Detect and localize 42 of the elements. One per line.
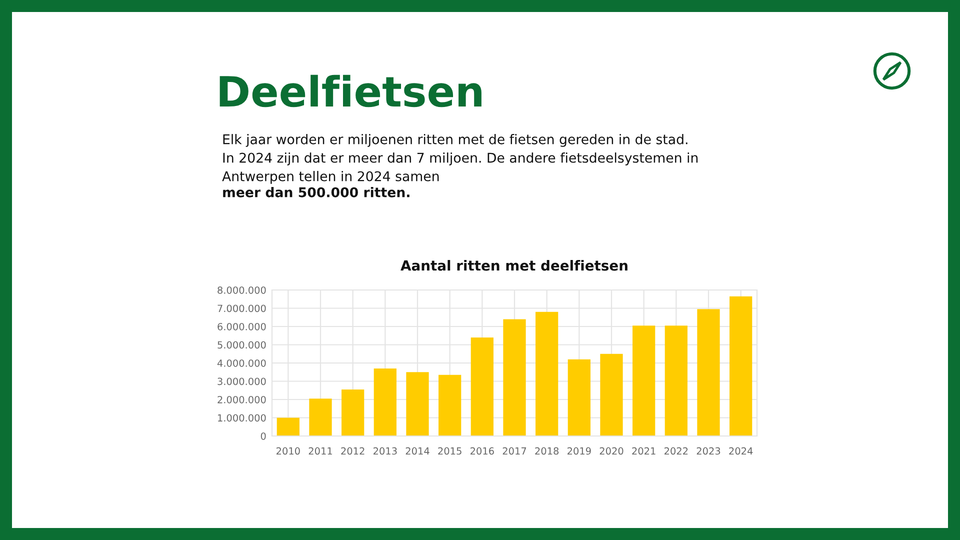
x-tick-label: 2015 — [438, 447, 462, 455]
bar — [632, 326, 656, 436]
y-tick-label: 4.000.000 — [217, 359, 266, 367]
bar — [664, 326, 688, 436]
bar — [503, 319, 526, 436]
y-tick-label: 7.000.000 — [218, 304, 266, 312]
bar — [342, 389, 364, 436]
x-tick-label: 2013 — [374, 447, 397, 455]
x-tick-label: 2019 — [568, 447, 591, 455]
y-tick-label: 5.000.000 — [218, 341, 266, 349]
x-tick-label: 2016 — [470, 447, 494, 455]
text: meer dan 500.000 ritten. — [223, 187, 410, 198]
y-tick-label: 0 — [260, 432, 266, 440]
bar — [730, 296, 752, 436]
bar — [276, 418, 300, 436]
y-tick-label: 3.000.000 — [218, 378, 266, 386]
bar — [568, 359, 590, 436]
bar — [536, 312, 558, 436]
x-tick-label: 2018 — [535, 447, 559, 455]
bar — [470, 337, 494, 436]
y-tick-label: 6.000.000 — [218, 322, 266, 330]
x-tick-label: 2012 — [341, 447, 364, 455]
x-tick-label: 2023 — [696, 447, 720, 455]
x-tick-label: 2011 — [308, 447, 332, 455]
y-tick-label: 8.000.000 — [218, 286, 266, 294]
x-tick-label: 2014 — [406, 447, 430, 455]
text: Deelfietsen — [220, 74, 482, 108]
x-tick-label: 2022 — [664, 447, 688, 455]
chart-title: Aantal ritten met deelfietsen — [400, 260, 628, 271]
bar — [438, 374, 462, 436]
x-tick-label: 2024 — [729, 447, 753, 455]
bar — [406, 372, 429, 436]
y-tick-label: 1.000.000 — [218, 414, 266, 422]
bar — [309, 398, 332, 436]
x-tick-label: 2010 — [276, 447, 300, 455]
x-tick-label: 2020 — [600, 447, 624, 455]
bar — [374, 368, 396, 436]
x-tick-label: 2021 — [632, 447, 656, 455]
bar — [697, 309, 720, 436]
x-tick-label: 2017 — [502, 447, 526, 455]
bar — [600, 354, 623, 436]
y-tick-label: 2.000.000 — [218, 396, 266, 404]
